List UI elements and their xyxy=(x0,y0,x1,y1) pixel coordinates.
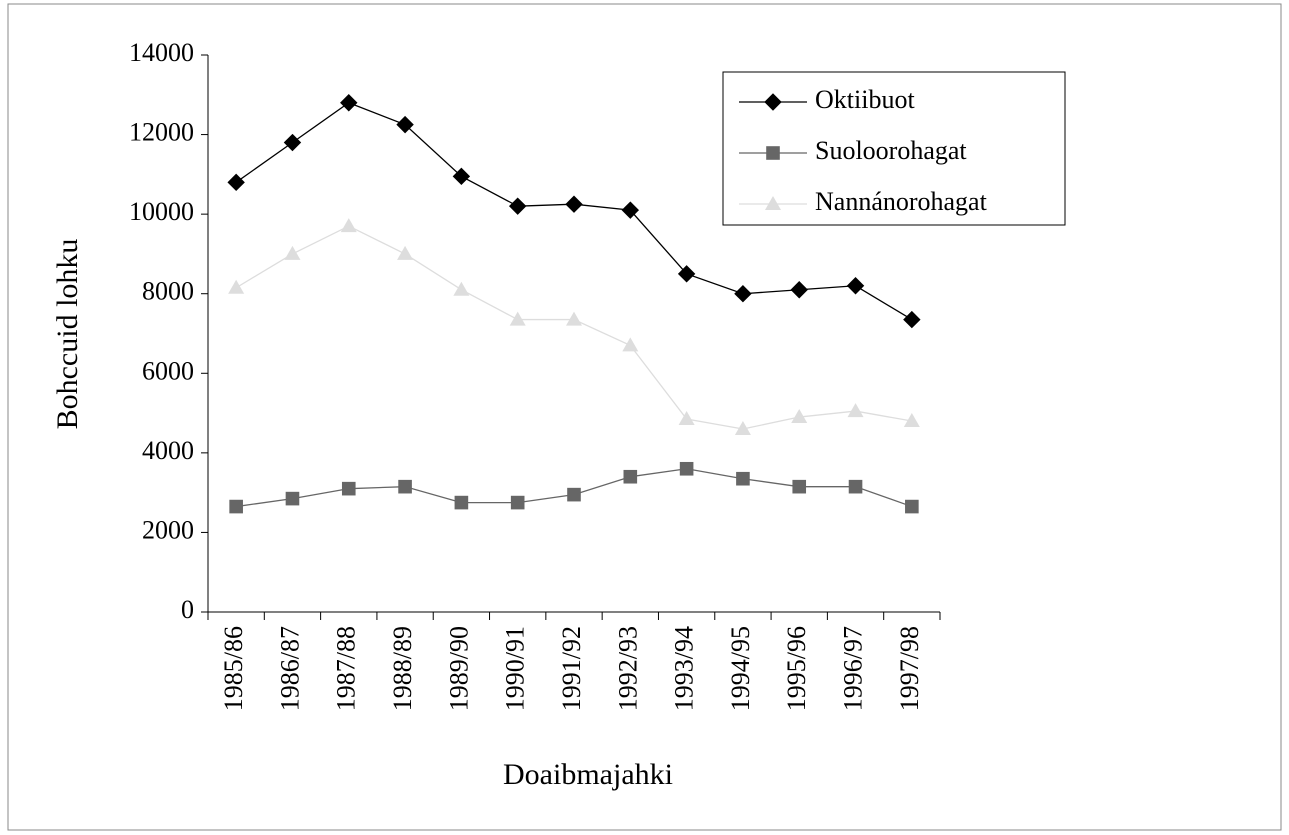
marker xyxy=(397,245,414,260)
x-tick-label: 1986/87 xyxy=(275,626,304,711)
frame xyxy=(7,3,1282,831)
y-tick-label: 14000 xyxy=(129,38,194,67)
marker xyxy=(454,495,469,510)
x-tick-label: 1989/90 xyxy=(444,626,473,711)
y-tick-label: 4000 xyxy=(142,436,194,465)
marker xyxy=(566,311,582,326)
y-tick-label: 0 xyxy=(181,595,194,624)
marker xyxy=(623,469,638,484)
marker xyxy=(905,499,919,514)
marker xyxy=(736,471,750,486)
x-tick-label: 1991/92 xyxy=(557,626,586,711)
x-tick-label: 1995/96 xyxy=(782,626,811,711)
marker xyxy=(565,195,583,213)
marker xyxy=(510,495,525,510)
legend-marker xyxy=(764,93,782,111)
marker xyxy=(229,499,243,514)
legend-label: Oktiibuot xyxy=(815,85,915,114)
y-axis-label: Bohccuid lohku xyxy=(51,239,84,430)
marker xyxy=(567,487,581,502)
x-tick-label: 1994/95 xyxy=(726,626,755,711)
marker xyxy=(734,420,751,435)
x-tick-label: 1997/98 xyxy=(895,626,924,711)
x-tick-label: 1987/88 xyxy=(332,626,361,711)
x-tick-label: 1988/89 xyxy=(388,626,417,711)
marker xyxy=(396,115,414,134)
marker xyxy=(228,279,245,294)
marker xyxy=(621,201,640,219)
marker xyxy=(734,285,752,303)
marker xyxy=(284,245,301,260)
y-tick-label: 6000 xyxy=(142,356,194,385)
marker xyxy=(847,403,864,418)
marker xyxy=(903,310,921,329)
marker xyxy=(452,167,471,186)
legend-box xyxy=(722,71,1066,226)
marker xyxy=(227,173,245,192)
marker xyxy=(508,197,527,215)
y-tick-label: 12000 xyxy=(129,118,194,147)
marker xyxy=(283,133,302,152)
marker xyxy=(846,277,865,295)
x-tick-label: 1993/94 xyxy=(670,626,699,711)
marker xyxy=(792,479,807,494)
marker xyxy=(341,481,356,496)
y-tick-label: 10000 xyxy=(129,197,194,226)
marker xyxy=(622,337,639,352)
legend-label: Suoloorohagat xyxy=(815,136,967,165)
marker xyxy=(453,281,470,296)
marker xyxy=(398,479,412,494)
x-tick-label: 1990/91 xyxy=(501,626,530,711)
marker xyxy=(677,265,696,283)
y-tick-label: 8000 xyxy=(142,277,194,306)
x-tick-label: 1985/86 xyxy=(219,626,248,711)
marker xyxy=(679,461,694,476)
marker xyxy=(791,409,808,424)
x-axis-label: Doaibmajahki xyxy=(503,758,673,791)
marker xyxy=(848,479,863,494)
marker xyxy=(678,411,695,426)
legend-marker xyxy=(766,146,780,160)
marker xyxy=(790,281,808,299)
legend-label: Nannánorohagat xyxy=(815,187,988,216)
x-tick-label: 1996/97 xyxy=(839,626,868,711)
y-tick-label: 2000 xyxy=(142,515,194,544)
legend-marker xyxy=(765,196,781,210)
marker xyxy=(509,311,526,326)
marker xyxy=(340,94,358,112)
x-tick-label: 1992/93 xyxy=(613,626,642,711)
marker xyxy=(340,218,357,233)
marker xyxy=(903,413,920,428)
marker xyxy=(285,491,300,506)
